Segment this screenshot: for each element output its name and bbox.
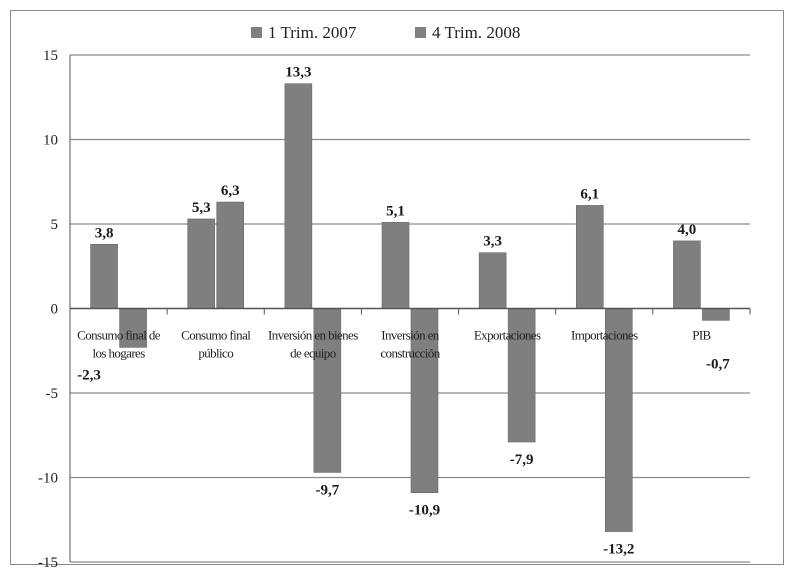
- data-label: -0,7: [706, 357, 730, 373]
- data-label: 6,1: [580, 186, 599, 202]
- data-label: -7,9: [510, 452, 534, 468]
- y-tick-label: 5: [51, 217, 59, 233]
- bar-series1: [478, 252, 507, 309]
- category-label: Inversión en: [381, 328, 440, 343]
- bar-series1: [90, 243, 118, 309]
- category-label: Exportaciones: [474, 328, 541, 343]
- data-label: 3,3: [483, 234, 502, 250]
- data-label: 6,3: [221, 183, 240, 199]
- data-label: 5,1: [386, 203, 405, 219]
- bar-series2: [702, 308, 730, 321]
- legend-swatch: [415, 27, 426, 38]
- category-label: público: [198, 346, 233, 361]
- y-tick-label: -5: [46, 386, 59, 402]
- legend-label: 4 Trim. 2008: [432, 23, 520, 42]
- data-label: 13,3: [285, 65, 311, 81]
- data-label: 5,3: [192, 200, 211, 216]
- y-tick-label: 15: [43, 48, 58, 64]
- data-label: -13,2: [603, 542, 634, 558]
- y-tick-label: 0: [51, 302, 59, 318]
- category-label: PIB: [692, 328, 711, 343]
- bar-series2: [604, 308, 633, 532]
- data-label: -9,7: [315, 482, 339, 498]
- bar-series1: [187, 218, 216, 309]
- bar-series2: [216, 201, 245, 309]
- category-label: construcción: [380, 346, 440, 361]
- y-tick-label: 10: [43, 133, 58, 149]
- legend-label: 1 Trim. 2007: [268, 23, 357, 42]
- x-axis: Consumo final de los hogares Consumo final…: [69, 307, 751, 361]
- y-axis: 15 10 5 0 -5 -10 -15: [38, 48, 71, 571]
- bar-series1: [284, 83, 313, 309]
- bar-series1: [575, 205, 604, 309]
- bar-series2: [119, 308, 147, 348]
- bar-series1: [381, 222, 410, 309]
- category-label: de equipo: [290, 346, 336, 361]
- category-label: Inversión en bienes: [268, 328, 358, 343]
- bar-series2: [313, 308, 342, 473]
- category-label: Importaciones: [571, 328, 638, 343]
- category-label: Consumo final de: [77, 328, 161, 343]
- data-labels: 3,8 -2,3 5,3 6,3 13,3 -9,7 5,1 -10,9 3,3 -7,9 6,1 -…: [77, 65, 730, 558]
- grid-lines: [70, 54, 750, 563]
- data-label: -2,3: [77, 367, 101, 383]
- bars: [90, 83, 730, 532]
- legend: 1 Trim. 2007 4 Trim. 2008: [251, 23, 520, 42]
- y-tick-label: -10: [38, 471, 58, 487]
- data-label: 3,8: [95, 225, 114, 241]
- y-tick-label: -15: [38, 555, 58, 571]
- data-label: -10,9: [409, 503, 440, 519]
- bar-series1: [673, 240, 701, 309]
- bar-series2: [507, 308, 536, 443]
- data-label: 4,0: [678, 222, 697, 238]
- category-label: los hogares: [92, 346, 145, 361]
- legend-swatch: [251, 27, 262, 38]
- category-label: Consumo final: [181, 328, 251, 343]
- bar-series2: [410, 308, 439, 494]
